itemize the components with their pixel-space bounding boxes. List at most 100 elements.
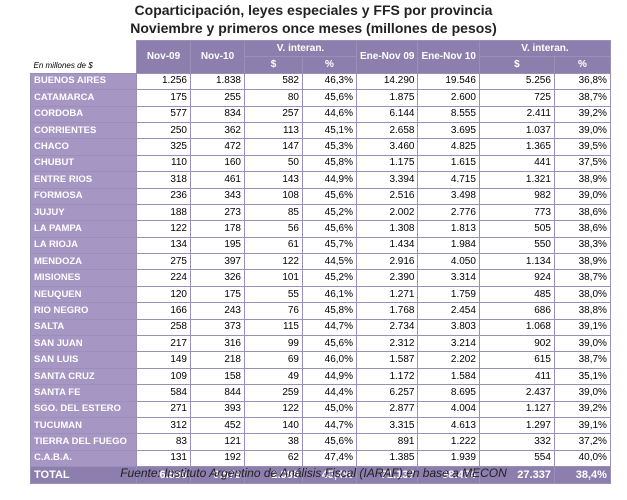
table-cell: 1.068	[478, 318, 555, 337]
table-cell: 257	[244, 105, 303, 123]
table-cell: 62	[244, 449, 303, 468]
table-row: LA PAMPA 122 178 56 45,6% 1.308 1.813 505 38,6%	[30, 220, 611, 238]
table-cell: 143	[244, 171, 303, 189]
table-cell: 2.734	[355, 318, 419, 337]
table-cell: 2.390	[355, 269, 419, 287]
table-cell: 45,2%	[302, 203, 357, 222]
table-row: MISIONES 224 326 101 45,2% 2.390 3.314 924 38,7%	[30, 269, 611, 287]
table-cell: 44,9%	[302, 367, 357, 386]
total-label: TOTAL	[30, 466, 137, 484]
table-row: TIERRA DEL FUEGO 83 121 38 45,6% 891 1.222 332 3…	[30, 433, 611, 451]
table-title: Coparticipación, leyes especiales y FFS …	[134, 2, 493, 18]
table-cell: 582	[244, 72, 303, 91]
table-cell: 50	[244, 154, 303, 173]
coparticipation-table: En millones de $ Nov-09 Nov-10 V. intera…	[30, 39, 611, 484]
table-cell: 1.256	[136, 72, 191, 91]
province-name: RIO NEGRO	[30, 302, 137, 320]
table-cell: 891	[355, 433, 419, 451]
table-cell: 39,2%	[553, 400, 611, 418]
table-cell: 45,4%	[302, 466, 357, 484]
table-cell: 45,6%	[302, 89, 357, 107]
table-cell: 485	[478, 285, 555, 304]
table-cell: 99	[244, 335, 303, 353]
table-cell: 1.939	[417, 449, 480, 468]
table-cell: 686	[478, 302, 555, 320]
table-row: CHUBUT 110 160 50 45,8% 1.175 1.615 441 37,5%	[30, 154, 611, 173]
table-cell: 83	[136, 433, 191, 451]
table-cell: 325	[136, 138, 191, 156]
province-name: SANTA FE	[30, 384, 137, 402]
table-cell: 40,0%	[553, 449, 611, 468]
header-row-groups: En millones de $ Nov-09 Nov-10 V. intera…	[30, 39, 611, 74]
table-cell: 4.004	[417, 400, 480, 418]
table-cell: 39,0%	[553, 335, 611, 353]
province-name: LA PAMPA	[30, 220, 137, 238]
col-header-enenov10: Ene-Nov 10	[417, 40, 480, 74]
source-footer: Fuente: Instituto Argentino de Análisis …	[120, 466, 507, 480]
table-cell: 44,7%	[302, 416, 357, 435]
table-cell: 44,7%	[302, 318, 357, 337]
table-cell: 45,8%	[302, 154, 357, 173]
table-cell: 2.202	[417, 351, 480, 369]
table-cell: 1.385	[355, 449, 419, 468]
province-name: CATAMARCA	[30, 89, 137, 107]
table-cell: 35,1%	[553, 367, 611, 386]
table-cell: 461	[190, 171, 245, 189]
table-cell: 1.813	[417, 220, 480, 238]
table-cell: 4.613	[417, 416, 480, 435]
table-cell: 45,6%	[302, 187, 357, 205]
table-cell: 39,5%	[553, 138, 611, 156]
province-name: C.A.B.A.	[30, 449, 137, 468]
table-cell: 45,6%	[302, 433, 357, 451]
table-cell: 316	[190, 335, 245, 353]
col-header-enenov09: Ene-Nov 09	[355, 40, 419, 74]
table-cell: 39,0%	[553, 121, 611, 140]
table-row: CORDOBA 577 834 257 44,6% 6.144 8.555 2.411 39,2…	[30, 105, 611, 123]
table-cell: 36,8%	[553, 72, 611, 91]
table-cell: 85	[244, 203, 303, 222]
table-cell: 46,0%	[302, 351, 357, 369]
table-cell: 44,4%	[302, 384, 357, 402]
table-cell: 1.587	[355, 351, 419, 369]
table-cell: 273	[190, 203, 245, 222]
table-cell: 259	[244, 384, 303, 402]
table-row: SAN JUAN 217 316 99 45,6% 2.312 3.214 902 39,0%	[30, 335, 611, 353]
table-cell: 1.321	[478, 171, 555, 189]
table-cell: 1.297	[478, 416, 555, 435]
table-cell: 250	[136, 121, 191, 140]
table-cell: 115	[244, 318, 303, 337]
table-cell: 38	[244, 433, 303, 451]
province-name: MISIONES	[30, 269, 137, 287]
table-cell: 27.337	[478, 466, 555, 484]
table-cell: 39,2%	[553, 105, 611, 123]
table-cell: 1.308	[355, 220, 419, 238]
table-cell: 166	[136, 302, 191, 320]
table-cell: 45,6%	[302, 335, 357, 353]
sub-header-pesos: $	[478, 56, 555, 74]
table-cell: 39,0%	[553, 384, 611, 402]
table-cell: 3.315	[355, 416, 419, 435]
table-cell: 38,7%	[553, 269, 611, 287]
table-cell: 158	[190, 367, 245, 386]
table-cell: 1.271	[355, 285, 419, 304]
table-cell: 2.002	[355, 203, 419, 222]
table-cell: 1.365	[478, 138, 555, 156]
table-cell: 2.411	[478, 105, 555, 123]
table-cell: 1.759	[417, 285, 480, 304]
table-cell: 44,5%	[302, 253, 357, 271]
col-header-nov09: Nov-09	[136, 40, 191, 74]
table-row: C.A.B.A. 131 192 62 47,4% 1.385 1.939 554 40,0%	[30, 449, 611, 468]
province-name: SALTA	[30, 318, 137, 337]
table-cell: 6.144	[355, 105, 419, 123]
table-cell: 8.555	[417, 105, 480, 123]
table-cell: 188	[136, 203, 191, 222]
table-cell: 393	[190, 400, 245, 418]
table-cell: 160	[190, 154, 245, 173]
table-cell: 46,3%	[302, 72, 357, 91]
table-cell: 6.257	[355, 384, 419, 402]
table-cell: 258	[136, 318, 191, 337]
table-cell: 37,2%	[553, 433, 611, 451]
table-cell: 39,0%	[553, 187, 611, 205]
table-cell: 773	[478, 203, 555, 222]
table-row: LA RIOJA 134 195 61 45,7% 1.434 1.984 550 38,3%	[30, 236, 611, 255]
